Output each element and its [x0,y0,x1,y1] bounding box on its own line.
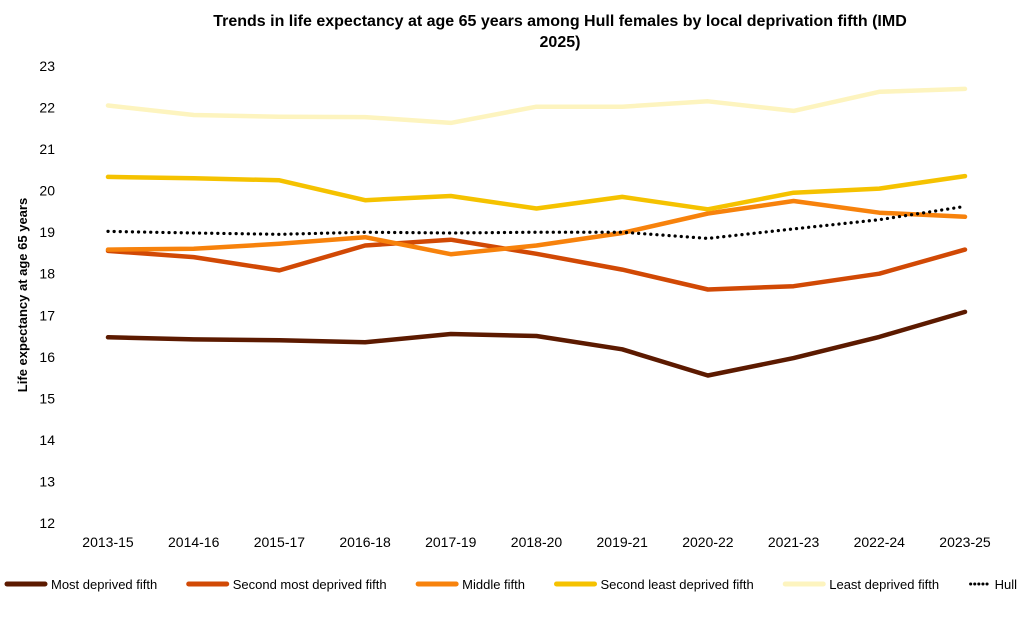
legend-item: Second least deprived fifth [554,577,754,592]
x-tick-label: 2022-24 [854,534,906,550]
y-tick-label: 21 [39,141,55,157]
legend-label: Middle fifth [462,577,525,592]
x-tick-label: 2019-21 [597,534,649,550]
chart-title-line-2: 2025) [540,34,581,51]
y-tick-label: 22 [39,100,55,116]
y-tick-label: 20 [39,183,55,199]
y-axis-label: Life expectancy at age 65 years [15,198,30,392]
series-line-second-most-deprived-fifth [105,237,968,292]
y-tick-label: 12 [39,515,55,531]
x-tick-label: 2016-18 [339,534,391,550]
x-tick-label: 2020-22 [682,534,734,550]
y-tick-label: 17 [39,307,55,323]
y-tick-label: 16 [39,349,55,365]
series-line-least-deprived-fifth [105,86,968,126]
chart-title-line-1: Trends in life expectancy at age 65 year… [213,13,907,30]
legend-item: Second most deprived fifth [186,577,387,592]
legend-item: Hull [969,577,1018,592]
x-tick-label: 2014-16 [168,534,220,550]
x-tick-label: 2018-20 [511,534,563,550]
legend-item: Middle fifth [415,577,525,592]
legend-label: Least deprived fifth [829,577,939,592]
x-tick-label: 2023-25 [939,534,991,550]
x-tick-label: 2021-23 [768,534,820,550]
y-tick-label: 19 [39,224,55,240]
y-tick-label: 13 [39,473,55,489]
x-tick-label: 2015-17 [254,534,306,550]
series-line-middle-fifth [105,198,968,257]
legend-label: Second most deprived fifth [233,577,387,592]
legend-label: Hull [995,577,1018,592]
legend-label: Second least deprived fifth [601,577,754,592]
y-tick-label: 18 [39,266,55,282]
x-tick-label: 2017-19 [425,534,477,550]
series-line-second-least-deprived-fifth [105,173,968,212]
y-tick-label: 23 [39,58,55,74]
y-tick-label: 14 [39,432,55,448]
series-line-most-deprived-fifth [105,309,968,378]
x-tick-label: 2013-15 [82,534,134,550]
legend-item: Least deprived fifth [782,577,939,592]
legend-label: Most deprived fifth [51,577,157,592]
legend-item: Most deprived fifth [4,577,157,592]
series-line-hull [106,204,967,240]
y-tick-label: 15 [39,390,55,406]
